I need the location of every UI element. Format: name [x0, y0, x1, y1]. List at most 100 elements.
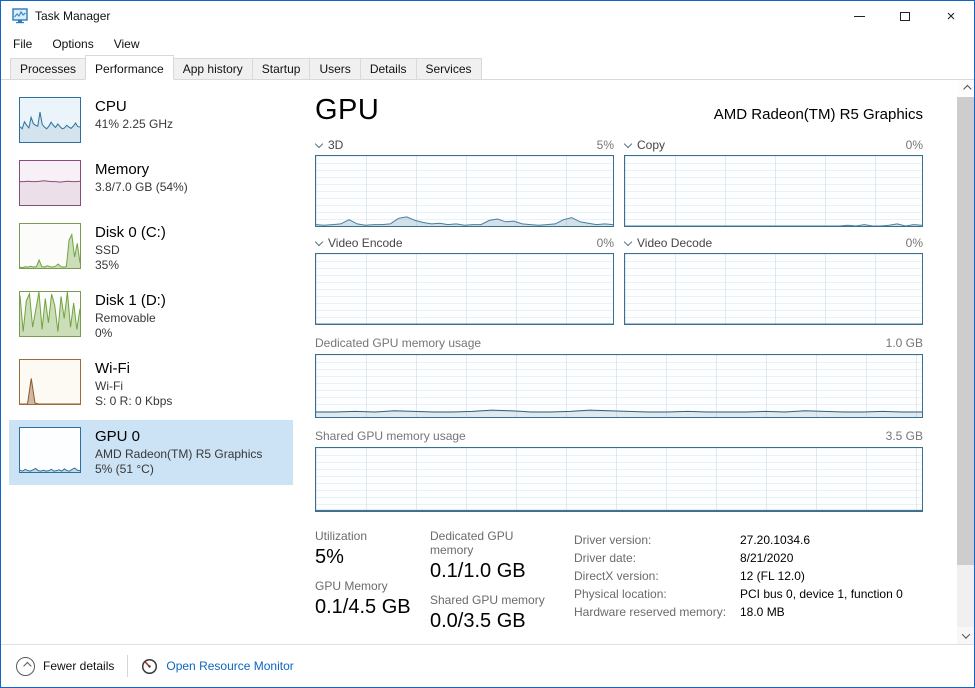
disk0-usage: 35% [95, 258, 120, 273]
gpu-detail-panel: GPU AMD Radeon(TM) R5 Graphics 3D 5% [293, 80, 957, 644]
dedicated-gpu-memory-label: Dedicated GPU memory [430, 529, 514, 557]
hardware-reserved-memory-label: Hardware reserved memory: [574, 605, 727, 619]
tab-app-history[interactable]: App history [172, 58, 253, 80]
scroll-up-button[interactable] [957, 80, 974, 97]
disk1-title: Disk 1 (D:) [95, 291, 166, 309]
close-button[interactable]: × [928, 1, 974, 31]
maximize-icon [900, 11, 910, 21]
window-title: Task Manager [35, 9, 111, 23]
driver-version-label: Driver version: [574, 533, 652, 547]
chevron-down-icon [961, 629, 970, 639]
directx-version-value: 12 (FL 12.0) [740, 569, 805, 583]
engine-value-copy: 0% [905, 138, 923, 152]
engine-value-3d: 5% [596, 138, 614, 152]
wifi-name: Wi-Fi [95, 378, 123, 393]
chevron-down-icon[interactable] [623, 139, 633, 148]
gpu0-usage: 5% (51 °C) [95, 462, 154, 477]
tab-processes[interactable]: Processes [10, 58, 87, 80]
shared-gpu-memory-label: Shared GPU memory [430, 593, 545, 607]
driver-date-label: Driver date: [574, 551, 637, 565]
memory-usage: 3.8/7.0 GB (54%) [95, 179, 188, 194]
video-encode-chart [315, 253, 614, 325]
disk0-type: SSD [95, 242, 120, 257]
disk0-sparkline [19, 223, 81, 269]
dedicated-memory-chart [315, 354, 923, 418]
cpu-usage: 41% 2.25 GHz [95, 116, 174, 131]
performance-sidebar: CPU 41% 2.25 GHz Memory 3.8/7.0 GB (54%)… [1, 80, 293, 644]
engine-value-video-encode: 0% [596, 236, 614, 250]
chevron-down-icon[interactable] [623, 237, 633, 246]
gpu-memory-label: GPU Memory [315, 579, 388, 593]
shared-memory-label: Shared GPU memory usage [315, 429, 466, 443]
menu-options[interactable]: Options [52, 36, 94, 51]
maximize-button[interactable] [882, 1, 928, 31]
engine-label-video-encode: Video Encode [328, 236, 403, 250]
gpu0-name: AMD Radeon(TM) R5 Graphics [95, 446, 263, 461]
task-manager-icon [12, 8, 28, 24]
menu-file[interactable]: File [13, 36, 33, 51]
sidebar-item-gpu0[interactable]: GPU 0 AMD Radeon(TM) R5 Graphics 5% (51 … [9, 419, 293, 485]
tab-users[interactable]: Users [309, 58, 361, 80]
close-icon: × [946, 7, 956, 25]
scroll-down-button[interactable] [957, 627, 974, 644]
minimize-icon [853, 15, 865, 17]
open-resource-monitor-link[interactable]: Open Resource Monitor [141, 658, 294, 675]
cpu-sparkline [19, 97, 81, 143]
disk1-usage: 0% [95, 326, 113, 341]
gpu0-sparkline [19, 426, 81, 473]
sidebar-item-memory[interactable]: Memory 3.8/7.0 GB (54%) [9, 153, 293, 213]
menu-view[interactable]: View [113, 36, 140, 51]
video-decode-chart [624, 253, 923, 325]
memory-title: Memory [95, 161, 150, 178]
open-resource-monitor-label: Open Resource Monitor [166, 659, 294, 673]
chevron-down-icon[interactable] [314, 237, 324, 246]
scrollbar-thumb[interactable] [957, 97, 974, 565]
engine-label-3d: 3D [328, 138, 344, 152]
engine-label-copy: Copy [637, 138, 666, 152]
performance-content: CPU 41% 2.25 GHz Memory 3.8/7.0 GB (54%)… [1, 80, 974, 644]
wifi-title: Wi-Fi [95, 359, 130, 377]
dedicated-gpu-memory-value: 0.1/1.0 GB [430, 560, 526, 582]
directx-version-label: DirectX version: [574, 569, 659, 583]
fewer-details-button[interactable]: Fewer details [16, 656, 114, 676]
tab-details[interactable]: Details [359, 58, 417, 80]
wifi-throughput: S: 0 R: 0 Kbps [95, 394, 173, 409]
dedicated-memory-max: 1.0 GB [885, 336, 923, 350]
utilization-value: 5% [315, 546, 344, 568]
physical-location-label: Physical location: [574, 587, 667, 601]
tab-strip: Processes Performance App history Startu… [1, 55, 974, 80]
chevron-down-icon[interactable] [314, 139, 324, 148]
footer-divider [127, 655, 129, 677]
page-title: GPU [315, 94, 380, 126]
shared-gpu-memory-value: 0.0/3.5 GB [430, 610, 526, 632]
shared-memory-max: 3.5 GB [885, 429, 923, 443]
3d-utilization-chart [315, 155, 614, 227]
tab-services[interactable]: Services [415, 58, 482, 80]
menu-bar: File Options View [1, 31, 974, 56]
sidebar-item-wifi[interactable]: Wi-Fi Wi-Fi S: 0 R: 0 Kbps [9, 352, 293, 417]
utilization-label: Utilization [315, 529, 368, 543]
disk1-sparkline [19, 290, 81, 337]
copy-utilization-chart [624, 155, 923, 227]
chevron-up-icon [962, 84, 972, 93]
dedicated-memory-label: Dedicated GPU memory usage [315, 336, 482, 350]
tab-performance[interactable]: Performance [85, 55, 174, 80]
sidebar-item-disk0[interactable]: Disk 0 (C:) SSD 35% [9, 216, 293, 281]
physical-location-value: PCI bus 0, device 1, function 0 [740, 587, 903, 601]
sidebar-item-disk1[interactable]: Disk 1 (D:) Removable 0% [9, 284, 293, 349]
wifi-sparkline [19, 358, 81, 405]
tab-startup[interactable]: Startup [251, 58, 311, 80]
disk1-type: Removable [95, 310, 156, 325]
vertical-scrollbar[interactable] [957, 80, 974, 644]
gpu0-title: GPU 0 [95, 427, 141, 445]
driver-version-value: 27.20.1034.6 [740, 533, 811, 547]
resource-monitor-icon [142, 658, 158, 674]
disk0-title: Disk 0 (C:) [95, 224, 166, 241]
gpu-memory-value: 0.1/4.5 GB [315, 596, 411, 618]
sidebar-item-cpu[interactable]: CPU 41% 2.25 GHz [9, 90, 293, 150]
title-bar: Task Manager × [1, 1, 974, 31]
collapse-circle-icon [16, 656, 35, 676]
memory-sparkline [19, 160, 81, 206]
minimize-button[interactable] [836, 1, 882, 31]
